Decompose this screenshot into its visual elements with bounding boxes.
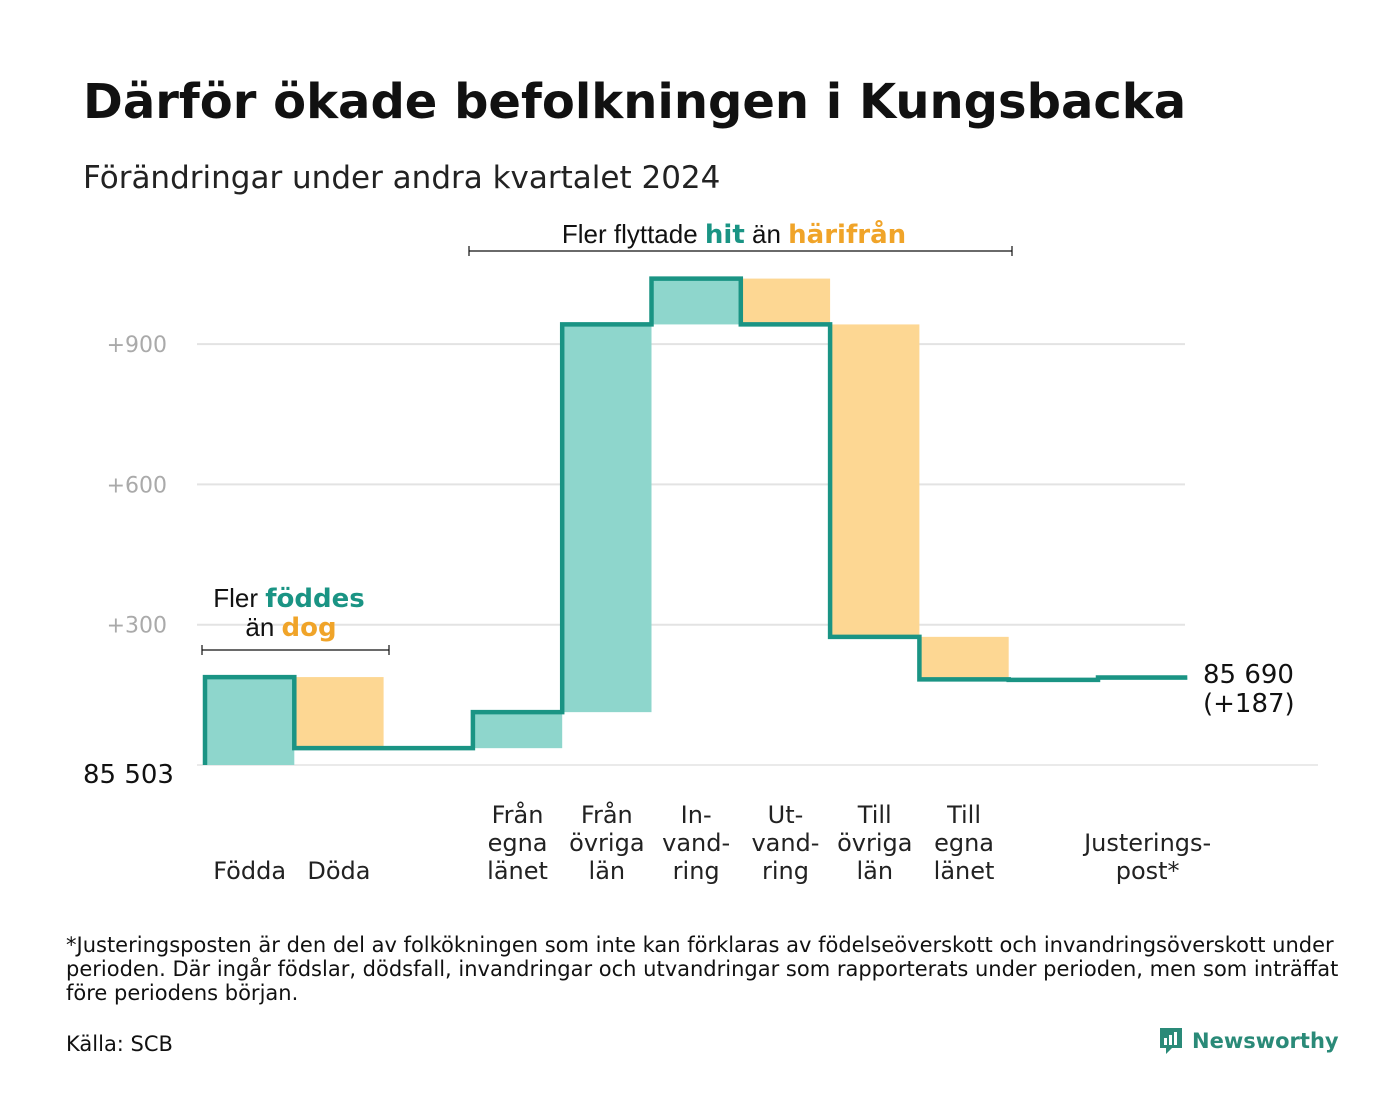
category-label-1: Döda: [307, 857, 370, 885]
bar-4: [562, 324, 652, 713]
category-label-10: Justerings-post*: [1082, 829, 1211, 885]
y-axis-ticks: +300 +600 +900: [107, 333, 167, 639]
waterfall-chart: Därför ökade befolkningen i Kungsbacka F…: [83, 74, 1318, 885]
bar-7: [830, 324, 920, 637]
newsworthy-logo: Newsworthy: [1158, 1026, 1339, 1056]
end-value-label: 85 690: [1203, 660, 1294, 690]
logo-text: Newsworthy: [1192, 1029, 1339, 1053]
category-label-5: In-vand-ring: [662, 801, 730, 885]
cumulative-step-line: [202, 276, 1188, 765]
bars: [205, 278, 1188, 765]
footnote: *Justeringsposten är den del av folkökni…: [66, 933, 1339, 1005]
end-change-label: (+187): [1203, 689, 1295, 719]
chart-title: Därför ökade befolkningen i Kungsbacka: [83, 74, 1186, 130]
source-label: Källa: SCB: [66, 1032, 173, 1056]
annotation-births-line2: än dog: [245, 612, 336, 643]
category-label-3: Från egna länet: [487, 800, 548, 885]
bar-1: [294, 677, 384, 749]
category-label-8: Till egna länet: [934, 801, 995, 885]
y-tick-label-2: +900: [107, 333, 167, 358]
y-tick-label-0: +300: [107, 614, 167, 639]
annotation-births-line1: Fler föddes: [213, 583, 365, 614]
category-label-7: Till övriga län: [837, 801, 912, 885]
category-label-4: Från övriga län: [569, 800, 644, 885]
y-tick-label-1: +600: [107, 473, 167, 498]
base-value-label: 85 503: [83, 760, 174, 790]
category-labels: Födda Döda Från egna länet Från övriga län In-va…: [213, 800, 1211, 885]
bar-3: [472, 712, 563, 749]
bar-6: [740, 278, 831, 325]
annotation-moves: Fler flyttade hit än härifrån: [562, 218, 906, 250]
chart-subtitle: Förändringar under andra kvartalet 2024: [83, 160, 720, 196]
category-label-0: Födda: [213, 857, 286, 885]
step-line: [202, 276, 1188, 765]
category-label-6: Ut-vand-ring: [751, 801, 819, 885]
bar-0: [205, 677, 295, 765]
grid-lines: [197, 343, 1318, 766]
newsworthy-chart-icon: [1160, 1028, 1182, 1054]
bar-5: [651, 278, 741, 325]
bar-8: [919, 636, 1009, 680]
